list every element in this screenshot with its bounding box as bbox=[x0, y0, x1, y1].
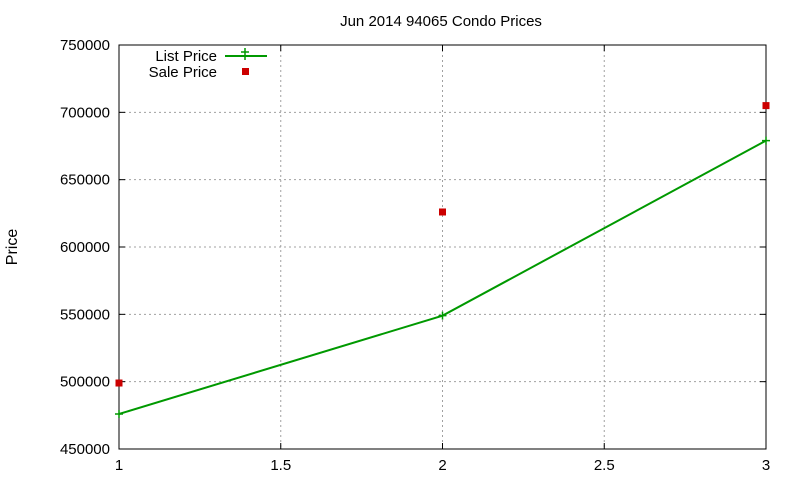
legend-label-list-price: List Price bbox=[155, 48, 217, 65]
y-tick-label: 700000 bbox=[60, 104, 110, 121]
x-tick-label: 3 bbox=[762, 457, 770, 474]
axis-ticks bbox=[118, 44, 767, 450]
chart-title: Jun 2014 94065 Condo Prices bbox=[340, 13, 542, 30]
x-tick-label: 1.5 bbox=[270, 457, 291, 474]
grid-lines bbox=[119, 45, 766, 449]
y-tick-label: 600000 bbox=[60, 239, 110, 256]
y-tick-label: 450000 bbox=[60, 441, 110, 458]
y-tick-label: 500000 bbox=[60, 374, 110, 391]
sale-price-point bbox=[439, 208, 446, 216]
sale-price-point bbox=[762, 102, 770, 110]
list-price-point bbox=[438, 311, 447, 320]
x-tick-labels: 1 1.5 2 2.5 3 bbox=[115, 457, 770, 474]
x-tick-label: 2 bbox=[438, 457, 446, 474]
y-tick-labels: 450000 500000 550000 600000 650000 700000 7500… bbox=[60, 37, 110, 458]
legend-label-sale-price: Sale Price bbox=[149, 64, 217, 81]
list-price-point bbox=[115, 409, 123, 418]
series bbox=[115, 102, 770, 418]
x-tick-label: 1 bbox=[115, 457, 123, 474]
list-price-point bbox=[762, 136, 770, 145]
legend-marker-sale-price bbox=[242, 68, 249, 75]
y-tick-label: 550000 bbox=[60, 306, 110, 323]
sale-price-point bbox=[115, 379, 123, 387]
legend-marker-list-price bbox=[241, 48, 249, 60]
legend: List Price Sale Price bbox=[149, 48, 267, 81]
y-axis-label: Price bbox=[4, 229, 21, 266]
y-tick-label: 650000 bbox=[60, 172, 110, 189]
y-tick-label: 750000 bbox=[60, 37, 110, 54]
x-tick-label: 2.5 bbox=[594, 457, 615, 474]
